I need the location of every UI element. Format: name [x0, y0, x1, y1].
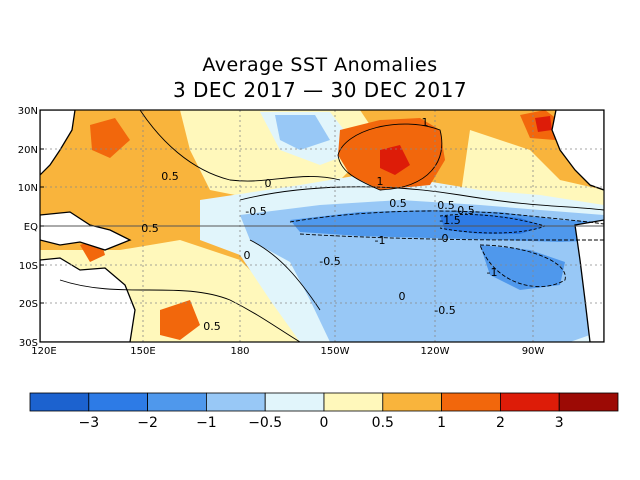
lon-tick-label: 150E [130, 346, 155, 357]
map-date-range: 3 DEC 2017 — 30 DEC 2017 [172, 78, 468, 102]
contour-label: -0.5 [319, 255, 340, 268]
lon-tick-label: 90W [522, 346, 545, 357]
colorbar-swatch [441, 392, 501, 412]
lat-tick-label: 10S [19, 261, 38, 272]
anomaly-region-cold-southeast [480, 245, 565, 290]
contour-label: 0 [265, 177, 272, 190]
contour-label: 0 [442, 232, 449, 245]
map-title: Average SST Anomalies [202, 54, 438, 76]
land-asia [40, 110, 76, 176]
contour-line-minus-one-southeast [479, 244, 566, 288]
contour-labels: 1 1 0.5 0 0.5 0.5 -0.5 0 -0.5 -1 0.5 -1.… [141, 116, 497, 333]
colorbar-swatch [558, 392, 619, 412]
anomaly-region-very-hot [380, 145, 410, 175]
contour-label: -0.5 [434, 304, 455, 317]
contour-label: -0.5 [453, 204, 474, 217]
lon-tick-label: 180 [230, 346, 249, 357]
contour-label: 0.5 [389, 197, 407, 210]
contour-line-zero [239, 186, 604, 211]
contour-label: 1 [377, 175, 384, 188]
anomaly-region-cool-north [275, 115, 330, 150]
contour-line-minus-one [299, 233, 604, 241]
land-americas-north [551, 110, 604, 191]
colorbar-tick-label: 2 [496, 415, 505, 431]
lon-tick-label: 150W [321, 346, 350, 357]
lat-tick-label: EQ [24, 222, 38, 233]
lon-axis: 120E 150E 180 150W 120W 90W [31, 346, 544, 357]
colorbar-tick-label: −0.5 [248, 415, 282, 431]
lat-tick-marks [40, 148, 44, 304]
contour-line-zero-south [249, 239, 321, 311]
contour-label: 0 [399, 290, 406, 303]
colorbar-tick-label: 3 [555, 415, 564, 431]
contour-label: 0.5 [203, 320, 221, 333]
colorbar-tick-label: 1 [437, 415, 446, 431]
land-americas-south [574, 219, 604, 342]
contour-label: 1 [422, 116, 429, 129]
lat-tick-label: 20S [19, 299, 38, 310]
lat-tick-label: 30N [18, 106, 38, 117]
anomaly-region-hot-northwest [90, 118, 130, 158]
colorbar-tick-label: −3 [78, 415, 99, 431]
colorbar-swatch [88, 392, 149, 412]
colorbar-swatch [29, 392, 90, 412]
colorbar-tick-label: 0 [320, 415, 329, 431]
colorbar-swatch [205, 392, 266, 412]
colorbar-swatch [323, 392, 384, 412]
lat-tick-label: 10N [18, 183, 38, 194]
lon-tick-label: 120W [421, 346, 450, 357]
colorbar [29, 392, 619, 412]
contour-label: 0.5 [437, 199, 455, 212]
anomaly-region-hot-southwest [160, 300, 200, 340]
contour-label: -0.5 [245, 205, 266, 218]
contour-line-minus-half [289, 210, 604, 225]
colorbar-tick-label: 0.5 [372, 415, 394, 431]
anomaly-region-cold-core [440, 214, 545, 234]
contour-line-one [337, 123, 443, 191]
contour-line-half [139, 110, 341, 182]
contour-label: 0.5 [161, 170, 179, 183]
colorbar-swatch [147, 392, 207, 412]
lat-tick-label: 20N [18, 145, 38, 156]
contour-label: 0 [244, 249, 251, 262]
land-maritime-continent [40, 211, 132, 251]
lat-tick-label: 30S [19, 338, 38, 349]
land-australia [40, 257, 136, 342]
colorbar-swatch [382, 392, 442, 412]
contour-line-half-south [59, 279, 301, 342]
anomaly-region-very-hot-coastal [535, 116, 552, 132]
contour-label: -1 [375, 234, 386, 247]
contour-label: -1.5 [439, 214, 460, 227]
colorbar-swatch [499, 392, 560, 412]
contour-label: 0.5 [141, 222, 159, 235]
lon-tick-label: 120E [31, 346, 56, 357]
colorbar-labels: −3 −2 −1 −0.5 0 0.5 1 2 3 [78, 415, 563, 431]
colorbar-tick-label: −2 [137, 415, 158, 431]
lat-axis: 30N 20N 10N EQ 10S 20S 30S [18, 106, 38, 349]
contour-label: -1 [487, 266, 498, 279]
colorbar-tick-label: −1 [196, 415, 217, 431]
colorbar-swatch [264, 392, 325, 412]
